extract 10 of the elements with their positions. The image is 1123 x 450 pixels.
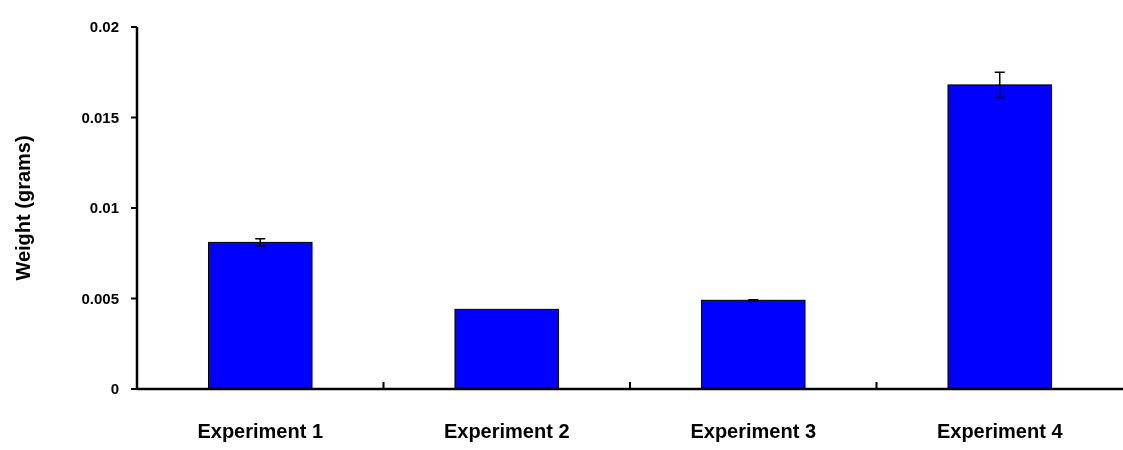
y-tick-label: 0 bbox=[110, 380, 119, 398]
x-tick-label: Experiment 4 bbox=[936, 420, 1064, 442]
y-tick-label: 0.01 bbox=[89, 199, 119, 217]
x-tick-label: Experiment 3 bbox=[690, 420, 817, 442]
x-tick-label: Experiment 1 bbox=[197, 420, 324, 442]
x-tick-label: Experiment 2 bbox=[443, 420, 570, 442]
y-tick-label: 0.02 bbox=[89, 18, 119, 36]
y-axis-title: Weight (grams) bbox=[12, 135, 34, 281]
y-tick-label: 0.005 bbox=[81, 289, 119, 307]
y-tick-label: 0.015 bbox=[81, 108, 119, 126]
